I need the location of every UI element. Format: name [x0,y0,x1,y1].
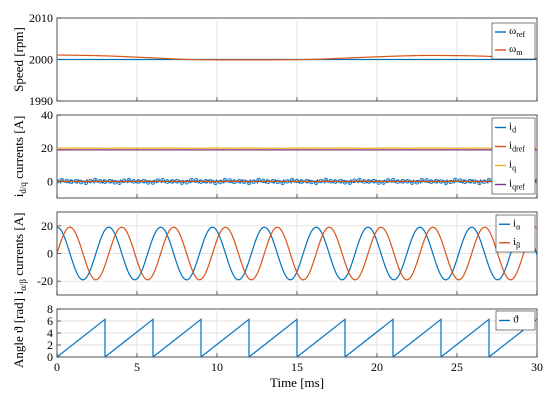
y-tick-label: 2000 [29,53,53,67]
x-tick-label: 5 [134,360,140,374]
data-point [121,178,127,183]
series-group [57,226,537,281]
legend-entry-label: idref [509,140,525,154]
y-tick-label: 0 [47,350,53,364]
legend-entry-label: iq [509,159,516,173]
y-tick-label: 0 [47,174,53,188]
legend-entry-label: iα [513,217,521,231]
legend-entry-label: iqref [509,178,525,192]
data-point [112,179,117,185]
legend-entry-label: ϑ [513,314,519,326]
legend-box [491,117,536,195]
data-point [376,180,381,185]
x-tick-label: 30 [531,360,543,374]
y-tick-label: 40 [41,108,53,122]
data-point [381,180,386,185]
legend-entry-label: ωm [509,43,523,57]
data-point [184,180,189,185]
series-group [57,54,537,61]
data-point [390,177,396,183]
chart-panel-3: 20 0 -20 iα/β currents [A] iα iβ [11,211,538,296]
data-point [309,179,314,185]
y-axis-label: id/q currents [A] [11,116,28,198]
legend: ϑ [495,310,536,331]
y-tick-label: 20 [41,219,53,233]
data-point [385,178,391,183]
series-group [57,318,537,357]
x-tick-label: 15 [291,360,303,374]
x-tick-label: 10 [211,360,223,374]
data-point [424,178,429,183]
x-tick-label: 0 [54,360,60,374]
y-axis-label: Angle ϑ [rad] [11,298,26,368]
data-point [414,179,420,185]
legend-box [495,310,536,331]
data-point [342,180,348,185]
data-point [78,179,84,185]
legend: id idref iq iqref [491,117,536,195]
y-tick-label: 2010 [29,11,53,25]
data-point [352,178,357,183]
data-point [145,180,151,185]
data-point [419,177,425,183]
data-point [189,177,194,183]
series-line-2 [57,54,537,61]
series-line-1 [57,318,537,357]
y-tick-label: 20 [41,141,53,155]
x-tick-label: 20 [371,360,383,374]
y-axis-label: Speed [rpm] [11,27,26,92]
data-point [155,178,161,183]
y-axis-label: iα/β currents [A] [11,213,28,295]
legend-entry-label: iβ [513,236,520,250]
data-point [193,178,199,183]
legend-entry-label: ωref [509,25,525,39]
y-tick-label: 1990 [29,94,53,108]
series-line-2 [57,226,537,281]
chart-panel-2: 40 20 0 id/q currents [A] id idref iq iqref [11,108,538,199]
legend: iα iβ [495,214,536,253]
legend: ωref ωm [491,22,536,60]
y-tick-label: 0 [47,247,53,261]
y-tick-label: -20 [37,274,53,288]
data-point [457,178,463,183]
data-point [150,180,156,185]
legend-entry-label: id [509,121,516,135]
legend-box [491,22,536,60]
y-tick-label: 4 [47,326,53,340]
series-line-3 [57,147,537,150]
y-tick-label: 2 [47,338,53,352]
x-tick-label: 25 [451,360,463,374]
y-tick-label: 8 [47,302,53,316]
data-point [227,178,233,183]
x-axis-label: Time [ms] [270,375,324,390]
y-tick-label: 6 [47,314,53,328]
grid-lines [57,212,537,295]
legend-box [495,214,536,253]
